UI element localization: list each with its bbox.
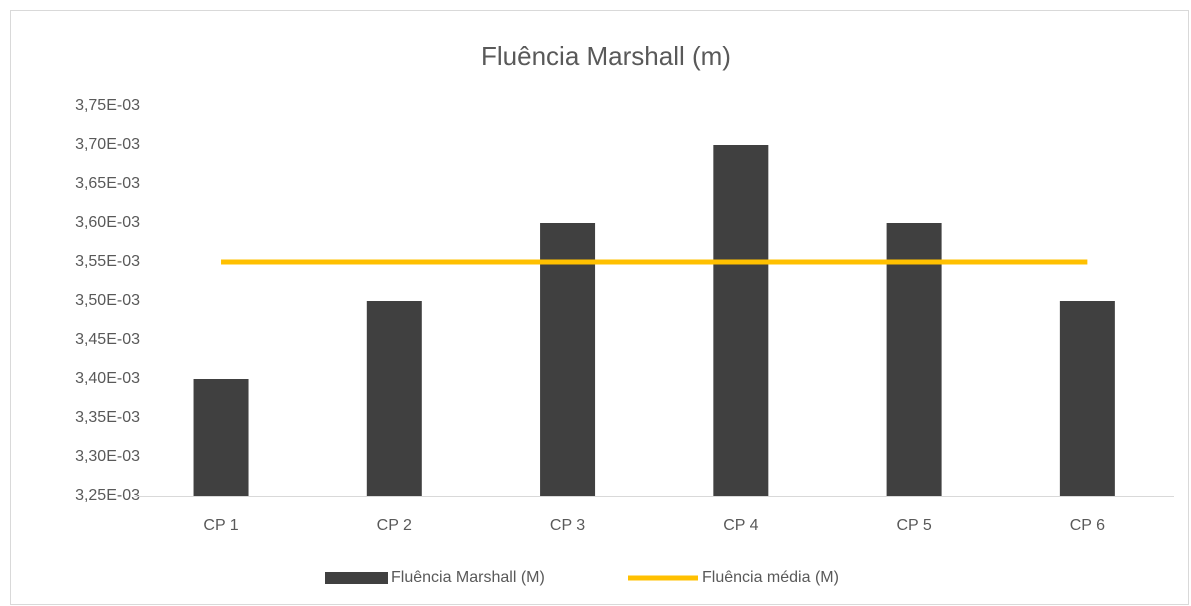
bar xyxy=(193,379,249,496)
x-tick-label: CP 1 xyxy=(203,517,238,534)
chart-border xyxy=(10,10,1189,605)
y-tick-label: 3,40E-03 xyxy=(75,370,140,387)
y-tick-label: 3,55E-03 xyxy=(75,253,140,270)
legend-swatch xyxy=(325,572,388,584)
y-tick-label: 3,70E-03 xyxy=(75,136,140,153)
bar xyxy=(886,223,942,496)
bar xyxy=(366,301,422,496)
bar xyxy=(1059,301,1115,496)
x-tick-label: CP 3 xyxy=(550,517,585,534)
y-tick-label: 3,50E-03 xyxy=(75,292,140,309)
y-tick-label: 3,35E-03 xyxy=(75,409,140,426)
legend-label: Fluência média (M) xyxy=(702,569,839,586)
bar xyxy=(713,145,769,496)
y-tick-label: 3,45E-03 xyxy=(75,331,140,348)
x-tick-label: CP 2 xyxy=(377,517,412,534)
x-tick-label: CP 6 xyxy=(1070,517,1105,534)
y-tick-label: 3,30E-03 xyxy=(75,448,140,465)
y-tick-label: 3,25E-03 xyxy=(75,487,140,504)
x-tick-label: CP 4 xyxy=(723,517,758,534)
chart-title: Fluência Marshall (m) xyxy=(481,41,731,71)
x-tick-label: CP 5 xyxy=(896,517,931,534)
y-tick-label: 3,60E-03 xyxy=(75,214,140,231)
y-tick-label: 3,65E-03 xyxy=(75,175,140,192)
y-tick-label: 3,75E-03 xyxy=(75,97,140,114)
bar xyxy=(540,223,596,496)
legend-label: Fluência Marshall (M) xyxy=(391,569,545,586)
